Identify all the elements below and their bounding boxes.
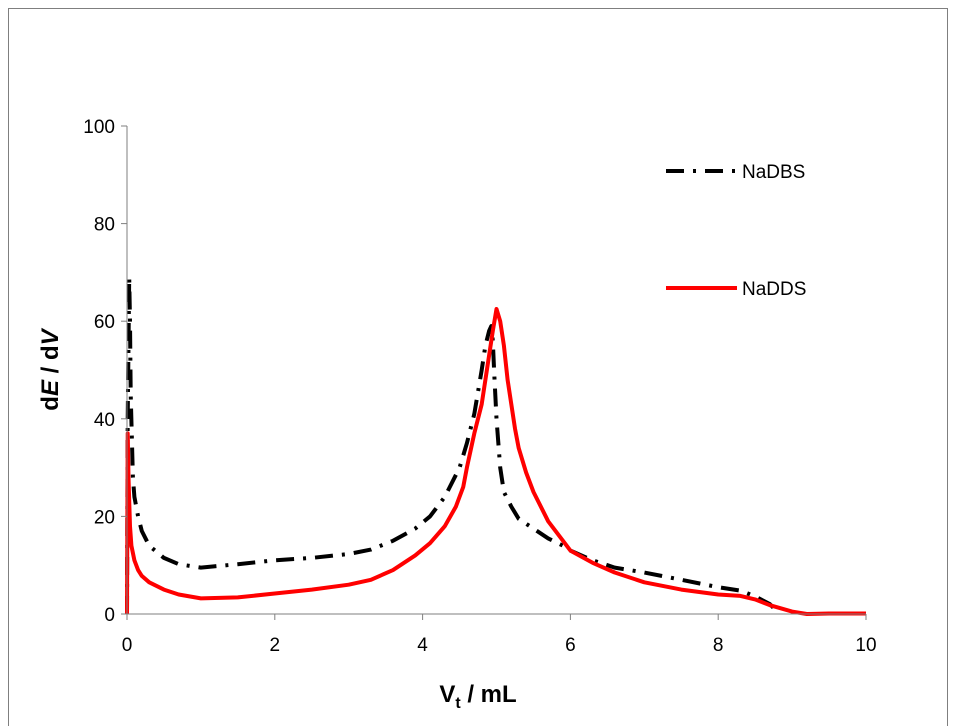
y-axis-title-prefix: d — [37, 396, 64, 411]
x-tick-label: 4 — [417, 635, 428, 656]
x-tick-label: 0 — [122, 635, 133, 656]
legend: NaDBS NaDDS — [666, 162, 806, 300]
y-tick-label: 0 — [104, 605, 115, 626]
series-line-nadds — [125, 307, 866, 616]
x-axis-title-unit: / mL — [461, 681, 517, 708]
x-tick-label: 6 — [565, 635, 576, 656]
chart-frame — [8, 8, 948, 726]
x-axis-title-main: V — [439, 681, 455, 708]
y-tick-label: 100 — [83, 117, 115, 138]
x-tick-label: 8 — [713, 635, 724, 656]
axes — [126, 126, 866, 615]
x-axis-title: Vt / mL — [439, 681, 516, 712]
x-ticks: 0 2 4 6 8 10 — [122, 614, 877, 656]
y-axis-title-italic-e: E — [37, 379, 64, 396]
y-axis-title: dE / dV — [37, 327, 64, 410]
y-tick-label: 40 — [94, 410, 115, 431]
y-axis-title-middle: / d — [37, 345, 64, 380]
x-tick-label: 2 — [270, 635, 281, 656]
series-line-nadbs — [125, 275, 779, 615]
y-ticks: 0 20 40 60 80 100 — [83, 117, 127, 626]
x-axis-title-subscript: t — [455, 695, 461, 712]
legend-label-nadbs: NaDBS — [742, 162, 805, 183]
x-tick-label: 10 — [855, 635, 876, 656]
y-tick-label: 60 — [94, 312, 115, 333]
legend-label-naddds: NaDDS — [742, 279, 806, 300]
y-tick-label: 80 — [94, 215, 115, 236]
y-axis-title-italic-v: V — [37, 327, 64, 345]
y-tick-label: 20 — [94, 507, 115, 528]
plot-lines — [125, 275, 866, 616]
